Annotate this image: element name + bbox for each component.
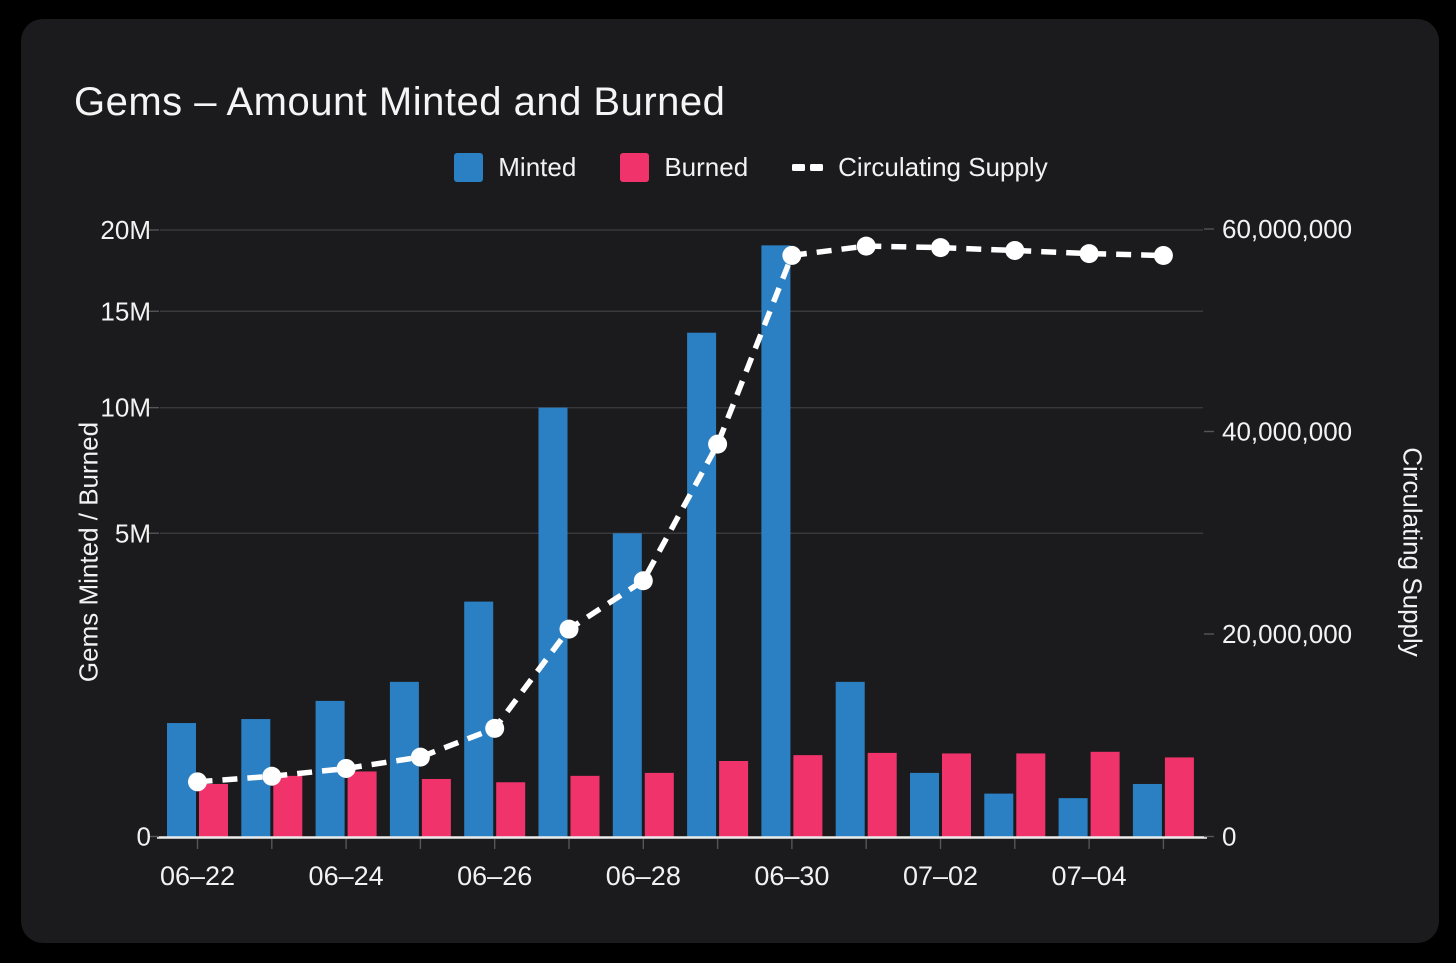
bar-minted-07-05 bbox=[1132, 783, 1162, 837]
bar-minted-06-26 bbox=[464, 601, 494, 837]
bar-burned-07-04 bbox=[1090, 751, 1120, 837]
x-tick-label-06-24: 06–24 bbox=[309, 861, 384, 891]
supply-point-06-28 bbox=[633, 571, 653, 591]
bar-minted-07-01 bbox=[835, 681, 865, 837]
supply-point-06-29 bbox=[708, 434, 728, 454]
legend-minted-label: Minted bbox=[498, 152, 577, 182]
right-tick-label-40,000,000: 40,000,000 bbox=[1222, 417, 1352, 447]
supply-point-06-26 bbox=[485, 718, 505, 738]
supply-point-07-03 bbox=[1005, 240, 1025, 260]
x-tick-label-06-30: 06–30 bbox=[754, 861, 829, 891]
right-tick-label-20,000,000: 20,000,000 bbox=[1222, 619, 1352, 649]
minted-swatch-icon bbox=[454, 153, 484, 182]
legend-item-circulating-supply[interactable]: Circulating Supply bbox=[792, 152, 1048, 183]
chart-title: Gems – Amount Minted and Burned bbox=[74, 80, 726, 124]
bar-burned-06-27 bbox=[570, 775, 600, 837]
supply-point-06-25 bbox=[410, 747, 430, 767]
bar-burned-07-01 bbox=[867, 752, 897, 837]
bar-burned-06-28 bbox=[644, 772, 674, 837]
supply-point-06-27 bbox=[559, 619, 579, 639]
bar-minted-07-02 bbox=[910, 772, 939, 837]
x-tick-label-07-04: 07–04 bbox=[1052, 861, 1127, 891]
supply-point-07-04 bbox=[1079, 244, 1099, 264]
legend-item-burned[interactable]: Burned bbox=[620, 152, 748, 183]
bar-burned-06-29 bbox=[719, 760, 749, 837]
x-tick-label-06-28: 06–28 bbox=[606, 861, 681, 891]
dashed-line-icon bbox=[792, 164, 824, 171]
burned-swatch-icon bbox=[620, 153, 650, 182]
x-tick-label-06-22: 06–22 bbox=[160, 861, 235, 891]
supply-point-06-30 bbox=[782, 245, 802, 265]
right-tick-label-60,000,000: 60,000,000 bbox=[1222, 214, 1352, 244]
left-tick-label-10M: 10M bbox=[100, 393, 151, 423]
bar-burned-06-24 bbox=[347, 771, 377, 837]
bar-burned-07-02 bbox=[942, 753, 971, 837]
circulating-supply-line bbox=[197, 243, 1164, 785]
bar-burned-06-23 bbox=[273, 775, 303, 837]
bar-burned-06-30 bbox=[793, 755, 823, 837]
bar-burned-07-05 bbox=[1164, 757, 1194, 837]
x-tick-label-06-26: 06–26 bbox=[457, 861, 532, 891]
left-tick-label-5M: 5M bbox=[115, 518, 151, 548]
bar-minted-06-30 bbox=[761, 245, 791, 837]
supply-point-07-02 bbox=[931, 238, 950, 258]
bar-minted-07-04 bbox=[1058, 798, 1088, 837]
left-tick-label-20M: 20M bbox=[100, 215, 151, 245]
bar-burned-07-03 bbox=[1016, 753, 1046, 837]
supply-point-07-01 bbox=[856, 236, 876, 256]
supply-point-06-22 bbox=[188, 772, 207, 792]
legend: Minted Burned Circulating Supply bbox=[42, 152, 1456, 183]
legend-supply-label: Circulating Supply bbox=[838, 152, 1048, 182]
left-tick-label-15M: 15M bbox=[100, 296, 151, 326]
left-tick-label-0: 0 bbox=[137, 822, 151, 852]
bar-burned-06-26 bbox=[496, 782, 526, 837]
supply-point-06-23 bbox=[262, 766, 282, 786]
bar-burned-06-25 bbox=[421, 778, 451, 837]
legend-burned-label: Burned bbox=[664, 152, 749, 182]
bar-minted-06-29 bbox=[687, 332, 717, 837]
supply-point-06-24 bbox=[336, 758, 356, 778]
bar-minted-07-03 bbox=[984, 793, 1014, 837]
x-tick-label-07-02: 07–02 bbox=[903, 861, 978, 891]
bar-burned-06-22 bbox=[199, 783, 228, 837]
right-tick-label-0: 0 bbox=[1222, 822, 1236, 852]
legend-item-minted[interactable]: Minted bbox=[454, 152, 576, 183]
supply-point-07-05 bbox=[1153, 246, 1173, 266]
